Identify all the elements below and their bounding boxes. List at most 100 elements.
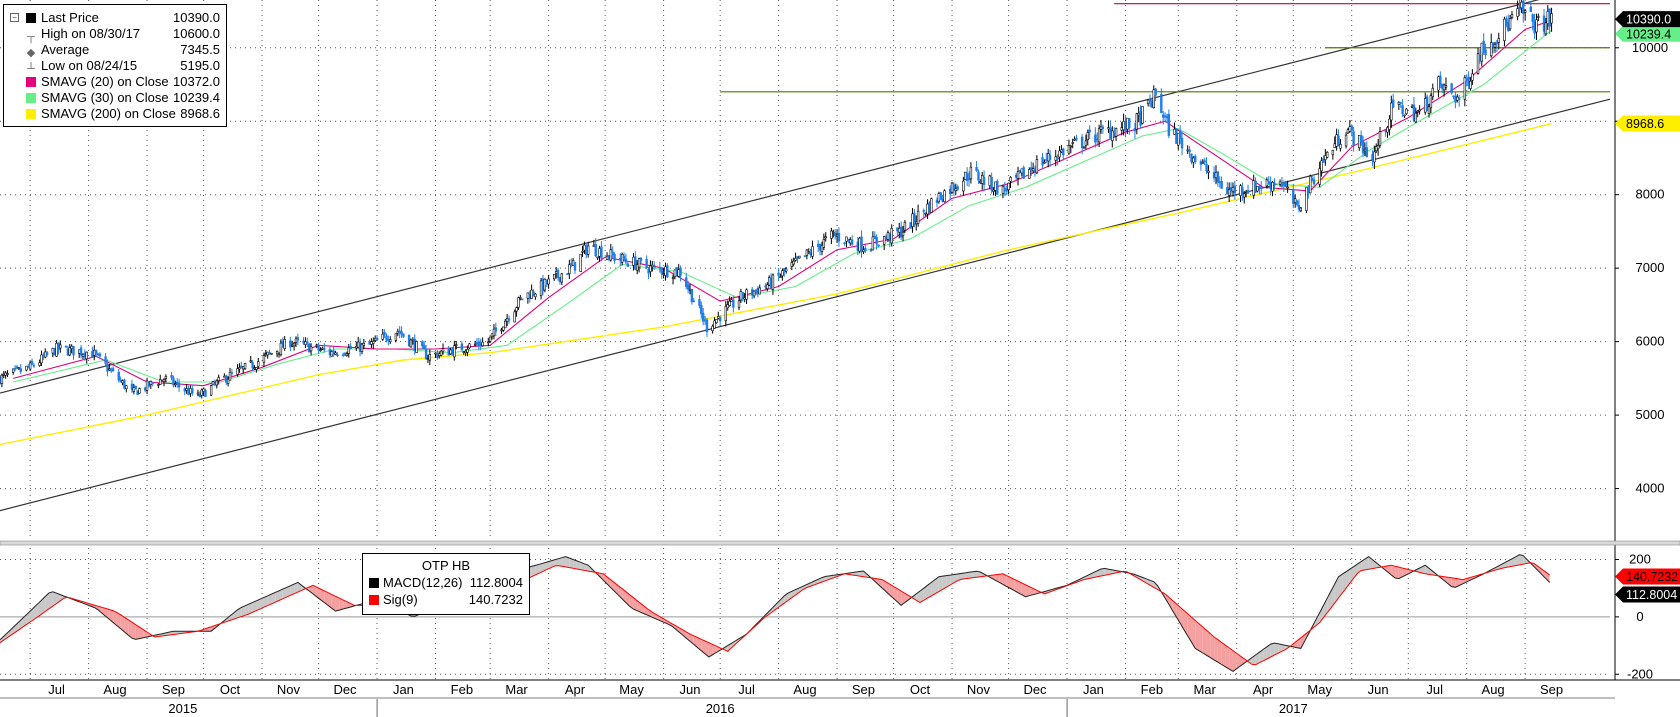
candle-body xyxy=(292,342,296,347)
macd-hist-fill xyxy=(1451,577,1456,588)
candle-body xyxy=(647,269,650,274)
candle-body xyxy=(651,264,654,268)
candle-body xyxy=(620,253,624,263)
candle-body xyxy=(1041,157,1044,166)
candle-body xyxy=(1386,127,1389,133)
candle-body xyxy=(864,248,867,251)
macd-hist-fill xyxy=(49,591,53,609)
macd-hist-fill xyxy=(98,606,102,613)
price-tag-label: 8968.6 xyxy=(1626,117,1664,131)
candle-body xyxy=(270,352,273,355)
candle-body xyxy=(1112,133,1116,137)
candle-body xyxy=(183,388,186,392)
x-month-label: Jun xyxy=(1368,682,1389,697)
macd-hist-fill xyxy=(565,556,570,568)
candle-body xyxy=(728,300,731,307)
candle-body xyxy=(585,245,588,256)
legend-value: 5195.0 xyxy=(180,58,220,73)
candle-body xyxy=(1457,98,1461,100)
candle-body xyxy=(1007,182,1010,190)
macd-hist-fill xyxy=(697,637,702,651)
candle-body xyxy=(1180,138,1184,149)
legend-value: 10239.4 xyxy=(173,90,220,105)
x-month-label: Aug xyxy=(1482,682,1505,697)
legend-value: 8968.6 xyxy=(180,106,220,121)
candle-body xyxy=(53,348,56,356)
candle-body xyxy=(1177,133,1180,146)
candle-body xyxy=(257,361,260,367)
candle-body xyxy=(1414,112,1418,123)
candle-body xyxy=(328,349,332,356)
candle-body xyxy=(809,252,812,256)
candle-body xyxy=(132,387,136,392)
macd-hist-fill xyxy=(282,587,287,599)
candle-body xyxy=(455,344,458,346)
candle-body xyxy=(935,199,939,203)
candle-body xyxy=(1442,84,1446,91)
candle-body xyxy=(241,366,245,370)
candle-body xyxy=(428,354,432,361)
candle-body xyxy=(1229,187,1233,192)
candle-body xyxy=(317,344,320,351)
macd-hist-fill xyxy=(147,632,151,637)
macd-hist-fill xyxy=(916,591,920,603)
macd-hist-fill xyxy=(1519,554,1524,565)
macd-hist-fill xyxy=(957,573,962,581)
candle-body xyxy=(42,354,45,357)
legend-row-sma30: SMAVG (30) on Close 10239.4 xyxy=(10,90,220,106)
sma20-path xyxy=(13,19,1552,387)
candle-body xyxy=(724,306,728,322)
candle-body xyxy=(1337,135,1340,146)
candle-body xyxy=(383,332,386,335)
candle-body xyxy=(598,248,601,257)
macd-hist-fill xyxy=(260,597,264,609)
macd-hist-fill xyxy=(1300,634,1305,649)
collapse-icon[interactable]: − xyxy=(10,13,19,22)
candle-body xyxy=(1490,42,1493,57)
candle-body xyxy=(1148,99,1152,102)
macd-hist-fill xyxy=(290,584,295,596)
macd-hist-fill xyxy=(1368,556,1373,570)
x-year-label: 2017 xyxy=(1279,701,1308,716)
candle-body xyxy=(1361,140,1365,154)
candle-body xyxy=(1484,49,1487,55)
candle-body xyxy=(862,249,865,252)
legend-value: 10600.0 xyxy=(173,26,220,41)
candle-body xyxy=(869,249,873,252)
candle-body xyxy=(381,333,384,340)
macd-hist-fill xyxy=(45,592,50,612)
macd-hist-fill xyxy=(1195,620,1200,651)
candle-body xyxy=(822,239,826,248)
macd-hist-fill xyxy=(938,576,943,592)
trend-lines xyxy=(0,0,1611,512)
candle-body xyxy=(1482,40,1485,53)
candle-body xyxy=(1506,22,1510,31)
macd-hist-fill xyxy=(1364,556,1369,570)
macd-hist-fill xyxy=(886,581,890,596)
macd-hist-fill xyxy=(772,603,777,612)
macd-hist-fill xyxy=(889,584,894,599)
candle-body xyxy=(57,342,60,350)
candle-body xyxy=(1109,127,1112,139)
candle-body xyxy=(607,255,611,258)
candle-body xyxy=(83,352,87,358)
x-month-label: Jun xyxy=(680,682,701,697)
candle-body xyxy=(803,255,807,257)
candle-body xyxy=(407,334,411,347)
sma30-line xyxy=(13,29,1552,383)
candle-body xyxy=(571,259,575,266)
candle-body xyxy=(781,270,784,277)
candle-body xyxy=(125,385,128,390)
candle-body xyxy=(1226,187,1229,195)
candle-body xyxy=(1218,181,1221,183)
candle-body xyxy=(1456,96,1459,101)
candle-body xyxy=(1035,159,1039,174)
candle-body xyxy=(1312,179,1316,185)
candle-body xyxy=(1244,191,1248,194)
candle-body xyxy=(1518,6,1521,10)
candle-body xyxy=(255,367,258,370)
candle-body xyxy=(539,280,543,297)
candle-body xyxy=(1348,126,1352,132)
candle-body xyxy=(1165,116,1169,118)
